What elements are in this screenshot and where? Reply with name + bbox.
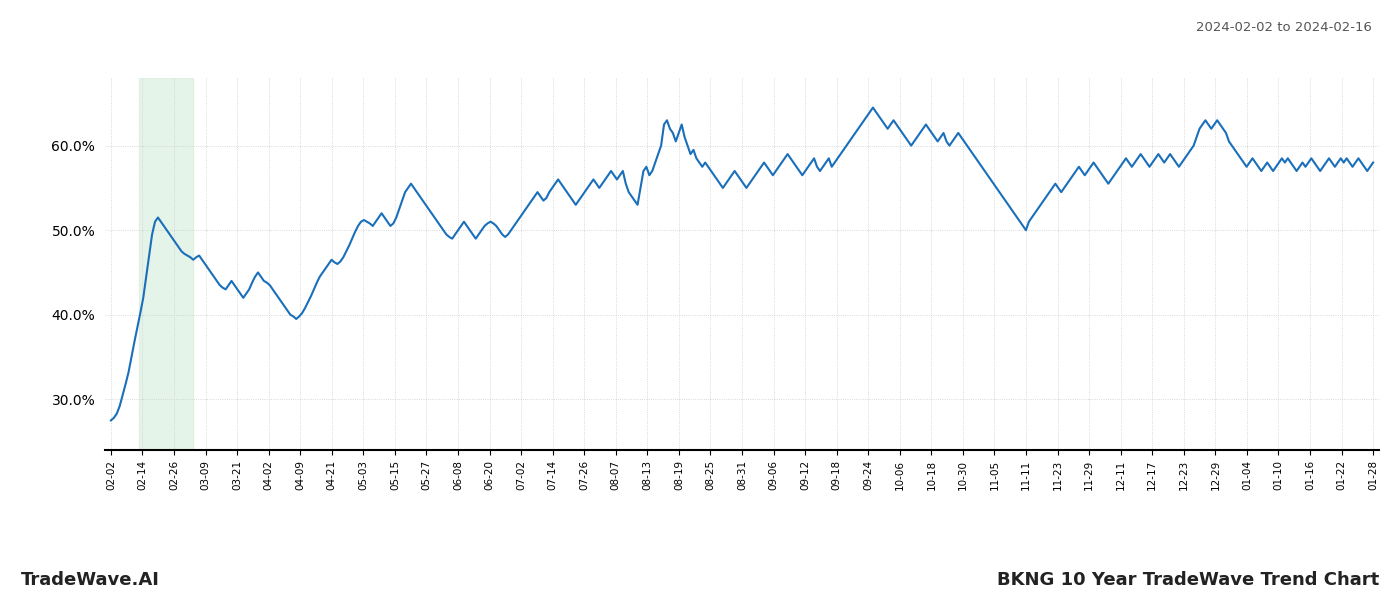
Text: 2024-02-02 to 2024-02-16: 2024-02-02 to 2024-02-16 [1196,21,1372,34]
Bar [139,78,193,450]
Text: BKNG 10 Year TradeWave Trend Chart: BKNG 10 Year TradeWave Trend Chart [997,571,1379,589]
Text: TradeWave.AI: TradeWave.AI [21,571,160,589]
